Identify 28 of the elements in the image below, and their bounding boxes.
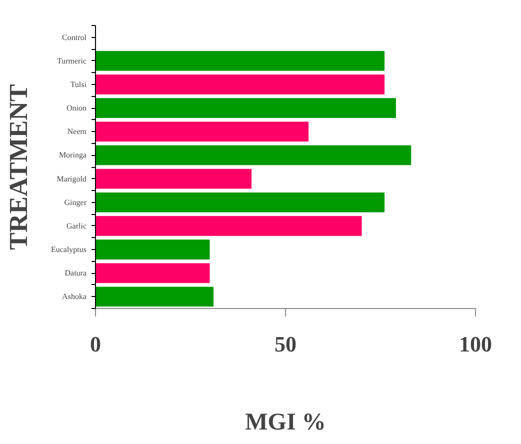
x-axis-title: MGI % [245, 410, 326, 436]
y-tick-label: Marigold [56, 174, 87, 184]
y-tick-label: Tulsi [70, 80, 88, 89]
bar [96, 263, 210, 284]
y-tick-label: Turmeric [57, 56, 87, 66]
bar [96, 74, 385, 94]
bar [96, 145, 412, 166]
bar [96, 216, 362, 236]
bar [96, 122, 309, 142]
x-tick-label: 50 [274, 332, 296, 356]
y-tick-label: Neem [67, 127, 88, 136]
bar [96, 168, 252, 189]
bar [96, 98, 396, 118]
y-axis-title: TREATMENT [4, 84, 33, 250]
bar [96, 286, 214, 307]
bar [96, 192, 385, 212]
y-tick-label: Ginger [64, 198, 87, 207]
y-tick-label: Ashoka [62, 292, 87, 302]
bar [96, 50, 385, 71]
y-tick-label: Onion [66, 104, 86, 113]
bar [96, 240, 210, 260]
x-tick-label: 0 [90, 332, 101, 356]
y-tick-label: Eucalyptus [50, 245, 86, 254]
y-tick-label: Datura [64, 268, 87, 278]
y-tick-label: Moringa [58, 150, 87, 160]
y-tick-label: Garlic [66, 221, 87, 230]
x-tick-label: 100 [459, 332, 492, 356]
y-tick-label: Control [62, 32, 88, 42]
